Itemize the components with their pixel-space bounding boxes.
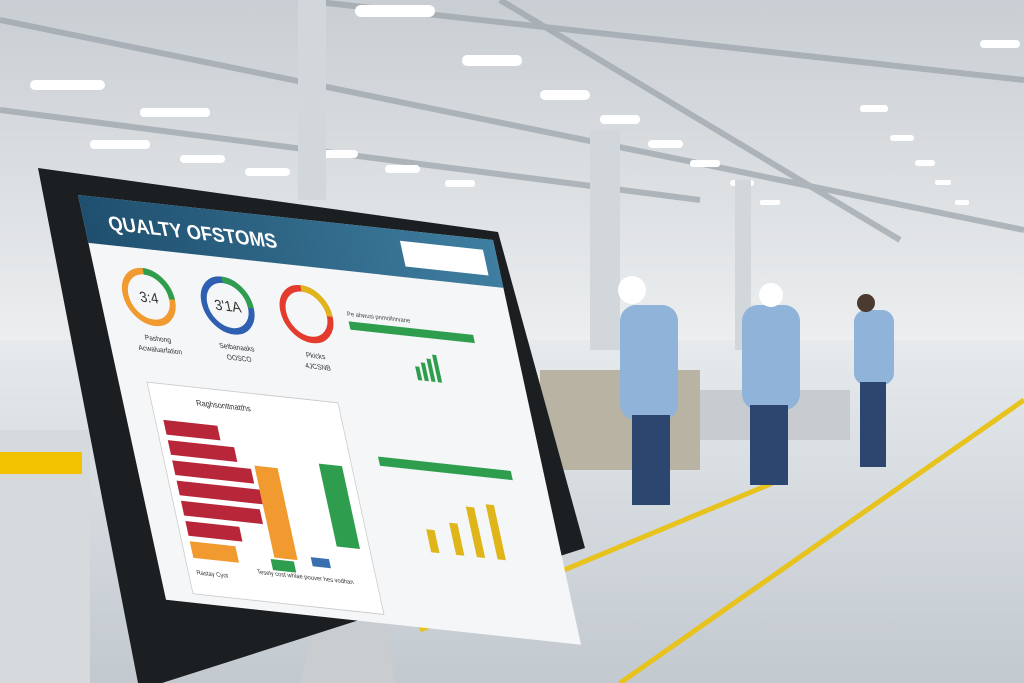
gauge-label: Setbanaaks xyxy=(218,342,255,354)
gauge-arc xyxy=(300,285,333,317)
side-bar xyxy=(378,456,513,481)
dashboard-header xyxy=(78,195,504,288)
gauge-label: Pashong xyxy=(144,334,172,345)
gauge-arc xyxy=(221,276,254,309)
monitor-stand xyxy=(300,615,395,683)
columns xyxy=(298,0,751,350)
side-bar xyxy=(348,321,475,344)
gauge-arc xyxy=(142,268,175,300)
gauge-sublabel: 4JCSNB xyxy=(304,362,331,373)
workers xyxy=(618,276,894,505)
chart-bars xyxy=(163,419,360,573)
gauge-value: 3'1A xyxy=(213,297,243,316)
header-box xyxy=(399,240,489,276)
gauge-value: 3:4 xyxy=(138,289,160,308)
lights xyxy=(30,5,1020,205)
chart-footer: Rastay Cyot xyxy=(196,569,229,580)
gauge-label: Pkicks xyxy=(305,351,326,361)
side-mini-chart xyxy=(415,354,443,383)
gauge-sublabel: OOSCO xyxy=(226,353,253,364)
side-yellow-chart xyxy=(426,504,506,561)
dashboard: QUALTY OFSTOMS 3:4PashongAcwaluarfation3… xyxy=(78,195,582,645)
